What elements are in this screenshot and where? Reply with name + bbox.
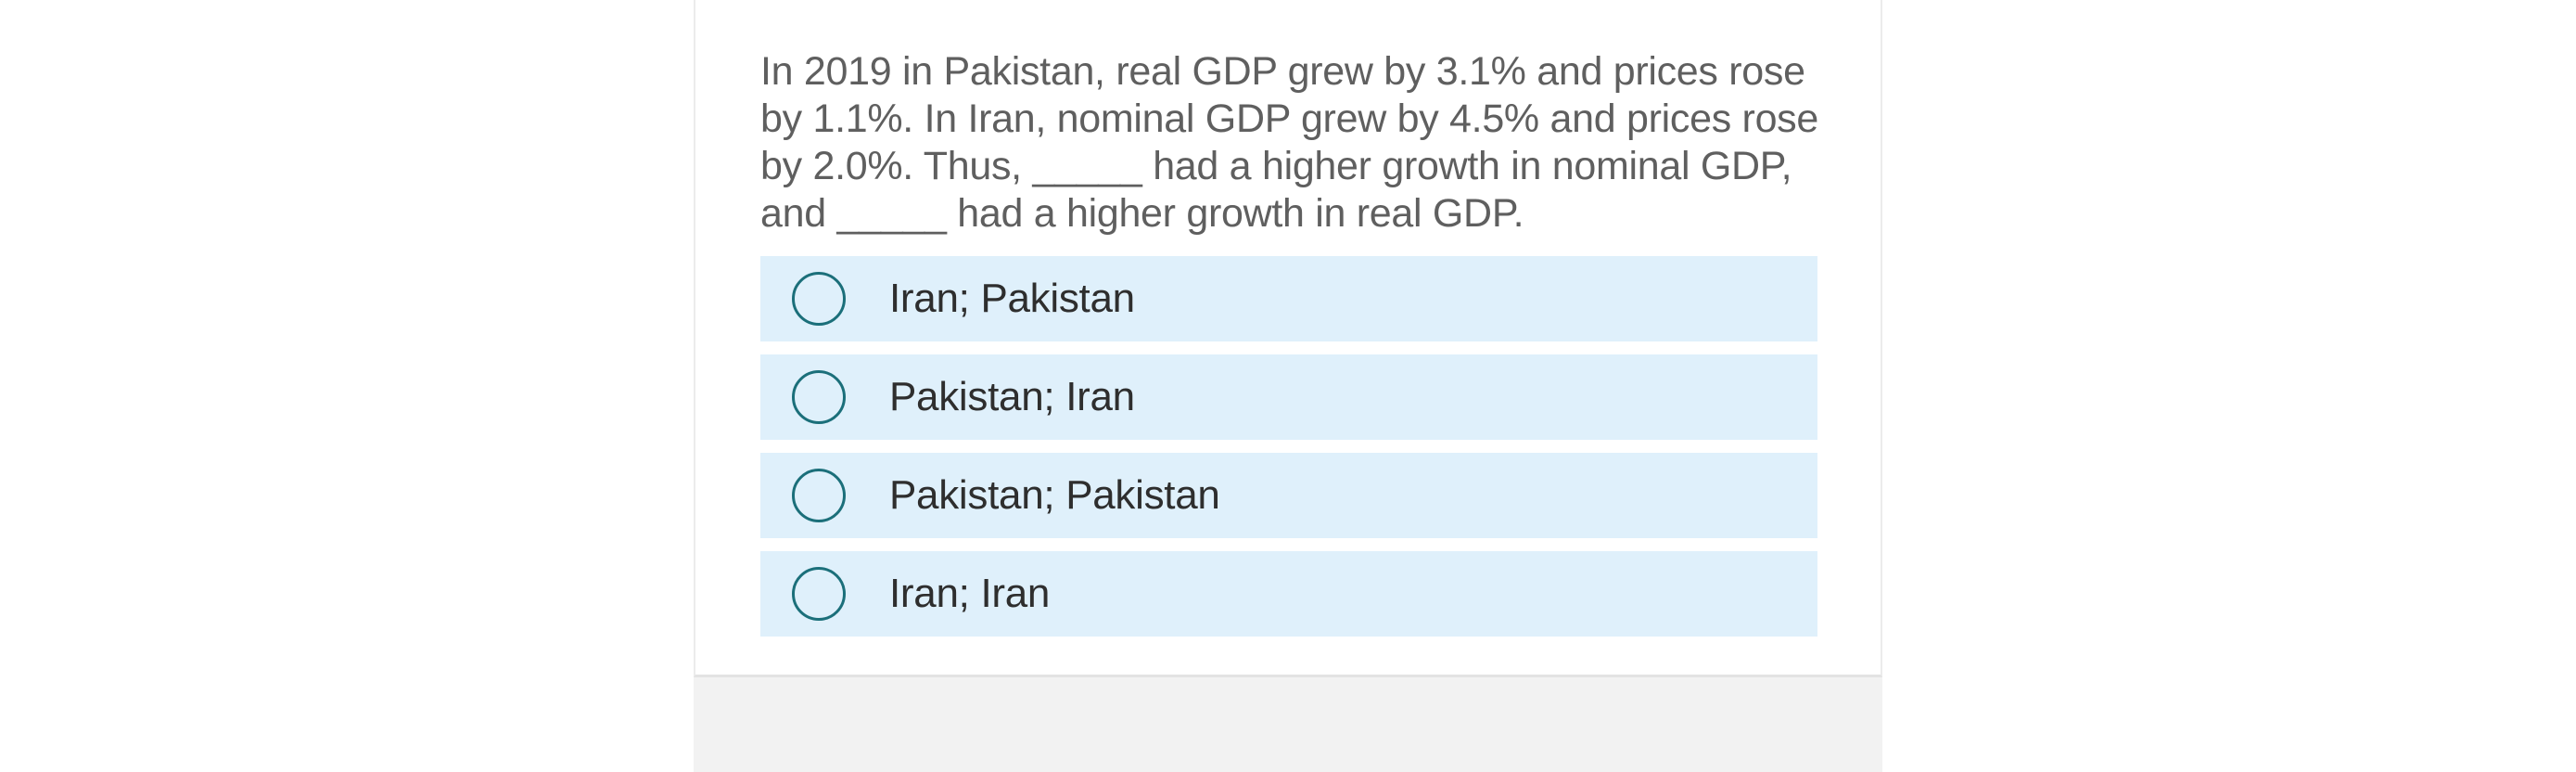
answer-choices: Iran; Pakistan Pakistan; Iran Pakistan; … [760,256,1817,650]
answer-choice-label: Iran; Pakistan [889,276,1135,321]
radio-button-icon[interactable] [792,567,846,621]
answer-choice-2[interactable]: Pakistan; Iran [760,354,1817,440]
footer-background [694,677,1882,772]
radio-button-icon[interactable] [792,272,846,326]
question-text: In 2019 in Pakistan, real GDP grew by 3.… [760,49,1818,236]
answer-choice-label: Pakistan; Pakistan [889,472,1220,518]
radio-button-icon[interactable] [792,469,846,522]
radio-button-icon[interactable] [792,370,846,424]
answer-choice-4[interactable]: Iran; Iran [760,551,1817,637]
answer-choice-label: Iran; Iran [889,571,1051,616]
answer-choice-1[interactable]: Iran; Pakistan [760,256,1817,341]
answer-choice-label: Pakistan; Iran [889,374,1135,419]
question-card: In 2019 in Pakistan, real GDP grew by 3.… [694,0,1882,677]
answer-choice-3[interactable]: Pakistan; Pakistan [760,453,1817,538]
